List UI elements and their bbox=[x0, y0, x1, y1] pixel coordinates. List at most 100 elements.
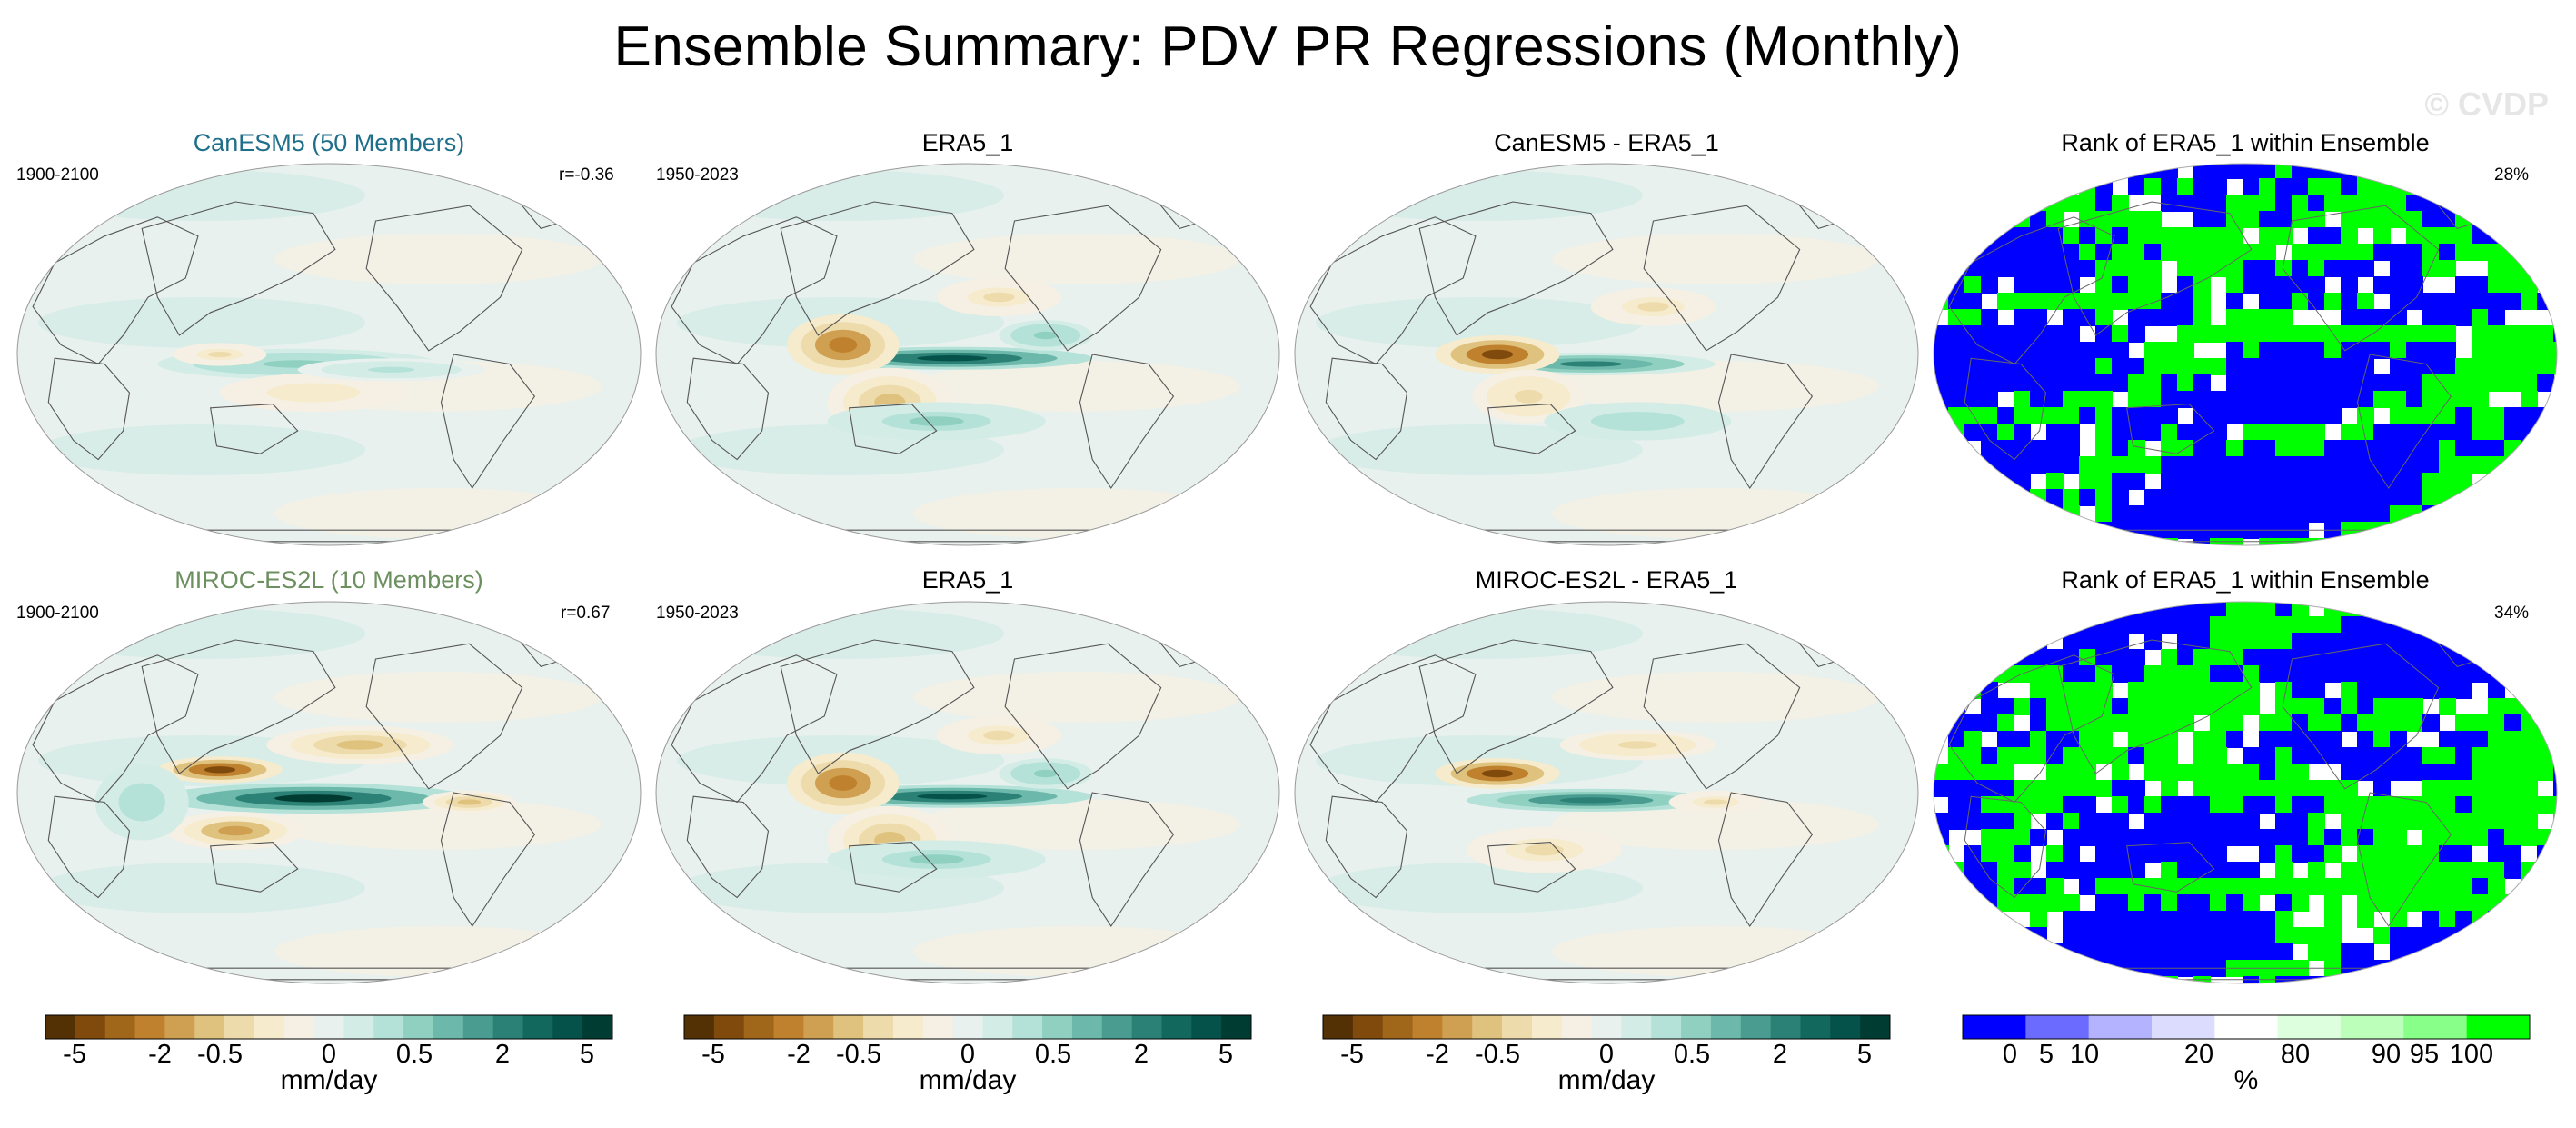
rank-cell bbox=[2422, 602, 2440, 617]
rank-cell bbox=[1948, 293, 1965, 310]
rank-cell bbox=[2439, 780, 2456, 797]
rank-cell bbox=[2373, 894, 2391, 912]
rank-cell bbox=[2226, 780, 2243, 797]
rank-cell bbox=[2422, 358, 2440, 375]
rank-cell bbox=[2553, 649, 2557, 666]
rank-cell bbox=[2292, 764, 2309, 781]
rank-cell bbox=[2455, 633, 2472, 650]
coastline bbox=[780, 639, 975, 774]
rank-cell bbox=[2455, 522, 2472, 539]
rank-cell bbox=[2553, 342, 2557, 359]
rank-cell bbox=[2046, 244, 2064, 261]
anomaly-band bbox=[677, 608, 1004, 659]
rank-cell bbox=[2243, 927, 2260, 944]
rank-cell bbox=[2357, 829, 2374, 846]
rank-cell bbox=[1948, 227, 1965, 245]
rank-cell bbox=[2226, 602, 2243, 617]
rank-cell bbox=[2521, 342, 2538, 359]
rank-cell bbox=[2341, 309, 2358, 326]
rank-cell bbox=[1934, 325, 1949, 343]
rank-cell bbox=[2193, 440, 2211, 457]
anomaly-band bbox=[38, 863, 365, 913]
rank-cell bbox=[2406, 845, 2423, 863]
rank-cell bbox=[2390, 505, 2407, 523]
rank-cell bbox=[2063, 293, 2080, 310]
rank-cell bbox=[2226, 665, 2243, 683]
rank-cell bbox=[2439, 456, 2456, 474]
rank-cell bbox=[1981, 976, 1998, 983]
rank-cell bbox=[1981, 424, 1998, 441]
anomaly-contour bbox=[130, 793, 154, 812]
rank-cell bbox=[2063, 943, 2080, 961]
rank-cell bbox=[2079, 407, 2096, 424]
rank-cell bbox=[2357, 374, 2374, 392]
rank-cell bbox=[2014, 731, 2031, 748]
rank-cell bbox=[2553, 911, 2557, 928]
rank-cell bbox=[2455, 927, 2472, 944]
rank-cell bbox=[2144, 698, 2162, 715]
rank-cell bbox=[2030, 211, 2047, 228]
rank-cell bbox=[2488, 976, 2505, 983]
rank-cell bbox=[2439, 538, 2456, 545]
rank-cell bbox=[1934, 813, 1949, 830]
coastline bbox=[210, 404, 299, 454]
rank-cell bbox=[2439, 764, 2456, 781]
rank-cell bbox=[2455, 374, 2472, 392]
rank-cell bbox=[1948, 894, 1965, 912]
rank-cell bbox=[2488, 505, 2505, 523]
rank-cell bbox=[2193, 649, 2211, 666]
rank-cell bbox=[2472, 489, 2489, 506]
rank-cell bbox=[2537, 227, 2554, 245]
rank-cell bbox=[1934, 374, 1949, 392]
rank-percent-top: 28% bbox=[2494, 165, 2530, 185]
rank-cell bbox=[1997, 505, 2014, 523]
rank-cell bbox=[2357, 489, 2374, 506]
rank-cell bbox=[2390, 602, 2407, 617]
rank-cell bbox=[2324, 178, 2342, 195]
rank-cell bbox=[2357, 391, 2374, 408]
rank-cell bbox=[2063, 260, 2080, 277]
rank-cell bbox=[2521, 358, 2538, 375]
rank-cell bbox=[2030, 698, 2047, 715]
rank-cell bbox=[2095, 747, 2113, 764]
rank-cell bbox=[2193, 927, 2211, 944]
rank-cell bbox=[2193, 293, 2211, 310]
rank-cell bbox=[2226, 731, 2243, 748]
rank-cell bbox=[2390, 244, 2407, 261]
rank-cell bbox=[1997, 260, 2014, 277]
rank-cell bbox=[2046, 424, 2064, 441]
colorbar-swatch bbox=[1101, 1015, 1133, 1039]
rank-cell bbox=[2210, 927, 2227, 944]
rank-cell bbox=[2193, 325, 2211, 343]
rank-cell bbox=[2079, 489, 2096, 506]
rank-cell bbox=[2161, 407, 2178, 424]
rank-cell bbox=[1934, 505, 1949, 523]
rank-cell bbox=[2439, 260, 2456, 277]
rank-cell bbox=[2308, 714, 2325, 732]
rank-cell bbox=[2472, 164, 2489, 179]
rank-cell bbox=[2210, 943, 2227, 961]
rank-cell bbox=[2243, 440, 2260, 457]
rank-cell bbox=[2095, 374, 2113, 392]
rank-cell bbox=[2259, 473, 2276, 490]
colorbar-tick-label: 2 bbox=[1133, 1040, 1149, 1069]
rank-cell bbox=[2406, 473, 2423, 490]
rank-cell bbox=[2210, 780, 2227, 797]
coastline bbox=[32, 216, 199, 365]
rank-cell bbox=[2079, 731, 2096, 748]
rank-cell bbox=[2144, 178, 2162, 195]
coastline bbox=[1309, 216, 1477, 365]
colorbar-units-1: mm/day bbox=[280, 1065, 378, 1095]
rank-cell bbox=[2243, 764, 2260, 781]
rank-cell bbox=[1981, 911, 1998, 928]
rank-cell bbox=[2292, 602, 2309, 617]
rank-cell bbox=[2439, 845, 2456, 863]
rank-cell bbox=[2292, 244, 2309, 261]
rank-cell bbox=[1934, 456, 1949, 474]
rank-cell bbox=[2373, 845, 2391, 863]
rank-cell bbox=[2324, 796, 2342, 814]
colorbar-tick-label: 0 bbox=[960, 1040, 976, 1069]
rank-cell bbox=[2014, 325, 2031, 343]
rank-cell bbox=[2193, 862, 2211, 879]
colorbar-swatch bbox=[1042, 1015, 1073, 1039]
